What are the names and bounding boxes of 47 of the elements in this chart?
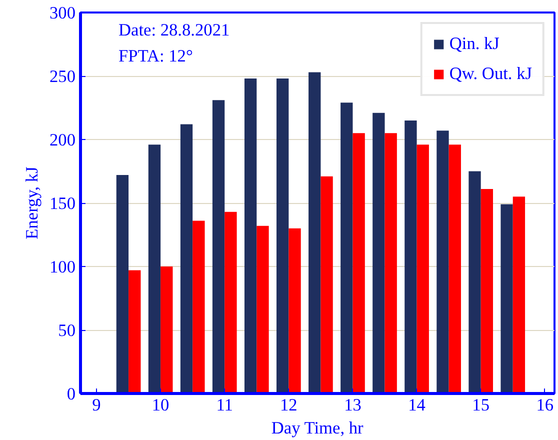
bar <box>416 144 429 394</box>
bar <box>404 120 417 394</box>
bar <box>116 175 129 394</box>
x-tick-label: 10 <box>152 396 170 414</box>
bar <box>436 130 449 394</box>
bar <box>384 133 397 394</box>
bar <box>276 78 289 394</box>
y-tick-label: 100 <box>50 258 76 276</box>
bar <box>224 212 237 394</box>
bar <box>308 72 321 394</box>
x-axis-title: Day Time, hr <box>271 418 364 438</box>
y-axis-title: Energy, kJ <box>22 166 42 240</box>
annotation: Date: 28.8.2021 <box>118 20 230 40</box>
bar <box>192 220 205 394</box>
bar <box>372 112 385 394</box>
bar <box>244 78 257 394</box>
x-tick-label: 12 <box>280 396 298 414</box>
x-tick-label: 13 <box>344 396 362 414</box>
bar <box>256 226 269 394</box>
bar <box>340 102 353 394</box>
bar <box>288 228 301 394</box>
y-tick-label: 200 <box>50 130 76 150</box>
bar <box>352 133 365 394</box>
bar <box>148 144 161 394</box>
legend-label: Qw. Out. kJ <box>449 64 532 84</box>
x-tick-label: 15 <box>472 396 490 414</box>
x-tick-label: 14 <box>408 396 426 414</box>
bar <box>448 144 461 394</box>
y-tick-label: 300 <box>50 4 76 22</box>
bar <box>128 270 141 394</box>
bar <box>468 171 481 394</box>
legend-label: Qin. kJ <box>449 34 500 54</box>
x-tick-label: 9 <box>92 396 101 414</box>
bar <box>180 124 193 394</box>
bar <box>212 100 225 394</box>
y-tick-label: 250 <box>50 67 76 86</box>
x-tick-label: 11 <box>216 396 233 414</box>
annotation: FPTA: 12° <box>118 46 193 66</box>
y-tick-label: 150 <box>50 194 76 213</box>
y-tick-label: 0 <box>66 384 76 404</box>
bar <box>500 204 513 394</box>
bar <box>160 266 173 394</box>
bar <box>320 176 333 394</box>
bar <box>480 189 494 394</box>
x-tick-label: 16 <box>536 396 554 414</box>
y-tick-label: 50 <box>58 321 76 340</box>
bar <box>512 196 526 394</box>
